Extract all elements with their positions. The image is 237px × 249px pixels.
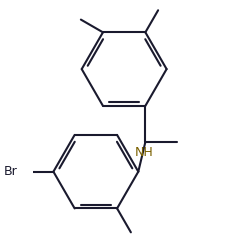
Text: Br: Br bbox=[3, 165, 17, 178]
Text: NH: NH bbox=[135, 146, 154, 159]
